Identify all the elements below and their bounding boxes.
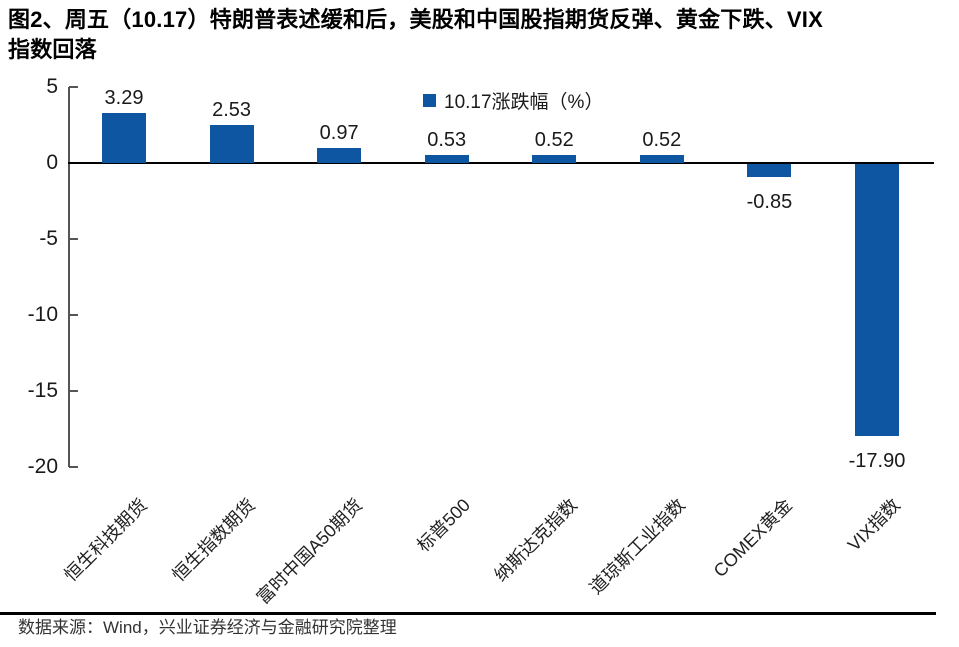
y-tick: [69, 314, 78, 316]
x-category-label-text: 恒生指数期货: [168, 494, 259, 586]
bar: [639, 155, 684, 163]
bar-value-label: 2.53: [212, 98, 252, 121]
bar-value-label: -17.90: [848, 450, 906, 473]
x-category-label-text: 富时中国A50期货: [252, 494, 367, 608]
y-tick-label: 5: [46, 75, 58, 98]
x-axis-zero-line: [68, 162, 934, 164]
y-tick: [69, 238, 78, 240]
y-tick: [69, 86, 78, 88]
y-tick-label: -20: [27, 455, 58, 478]
y-tick-label: 0: [46, 151, 58, 174]
source-text: 数据来源：Wind，兴业证券经济与金融研究院整理: [18, 618, 397, 637]
footer-divider: [0, 612, 936, 615]
y-tick-label: -5: [39, 227, 58, 250]
bar-value-label: -0.85: [746, 190, 793, 213]
legend: 10.17涨跌幅（%）: [423, 88, 604, 113]
y-axis-line: [68, 87, 70, 467]
x-category-label-text: 纳斯达克指数: [490, 494, 582, 586]
bar: [747, 164, 792, 177]
chart-title-line1: 图2、周五（10.17）特朗普表述缓和后，美股和中国股指期货反弹、黄金下跌、VI…: [8, 7, 823, 32]
y-tick: [69, 466, 78, 468]
x-category-label-text: 恒生科技期货: [60, 494, 151, 586]
bar: [209, 124, 254, 163]
bar-value-label: 0.52: [642, 129, 682, 152]
bar-value-label: 0.53: [427, 128, 467, 151]
bar: [854, 164, 899, 437]
bar-value-label: 0.52: [534, 129, 574, 152]
legend-swatch-icon: [423, 93, 436, 107]
x-category-label-text: 标普500: [412, 494, 474, 556]
bar-value-label: 3.29: [104, 86, 144, 109]
x-category-label-text: VIX指数: [843, 494, 904, 555]
bar-value-label: 0.97: [319, 122, 359, 145]
y-tick: [69, 390, 78, 392]
legend-label: 10.17涨跌幅（%）: [444, 91, 604, 113]
bar: [424, 154, 469, 163]
x-category-label-text: COMEX黄金: [710, 494, 797, 582]
bar: [532, 155, 577, 163]
bar: [317, 148, 362, 163]
y-tick-label: -10: [27, 303, 58, 326]
x-category-label-text: 道琼斯工业指数: [585, 494, 689, 599]
chart-title: 图2、周五（10.17）特朗普表述缓和后，美股和中国股指期货反弹、黄金下跌、VI…: [8, 5, 928, 65]
bar: [102, 112, 146, 163]
chart-title-line2: 指数回落: [8, 37, 97, 62]
y-tick-label: -15: [27, 379, 58, 402]
